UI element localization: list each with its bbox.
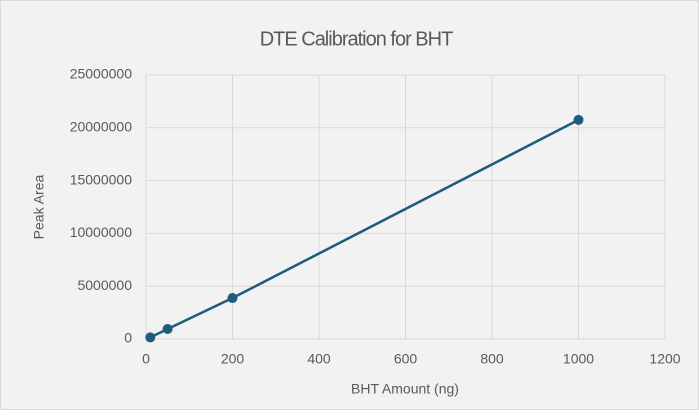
x-tick-label: 800 [480, 351, 504, 367]
y-tick-label: 5000000 [77, 277, 132, 293]
chart-title: DTE Calibration for BHT [260, 28, 453, 50]
data-point [573, 114, 584, 125]
x-axis-label: BHT Amount (ng) [351, 381, 459, 397]
y-tick-label: 10000000 [70, 224, 133, 240]
y-tick-label: 25000000 [70, 66, 133, 82]
data-point [145, 332, 156, 343]
x-tick-label: 1200 [649, 351, 680, 367]
y-tick-label: 20000000 [70, 119, 133, 135]
x-tick-label: 0 [142, 351, 150, 367]
x-tick-label: 600 [394, 351, 418, 367]
data-point [162, 323, 173, 334]
y-tick-label: 15000000 [70, 171, 133, 187]
y-tick-label: 0 [124, 330, 132, 346]
data-line [149, 118, 580, 339]
x-tick-label: 1000 [563, 351, 594, 367]
y-axis-label: Peak Area [31, 174, 47, 239]
x-tick-label: 200 [221, 351, 245, 367]
data-point [227, 293, 238, 304]
x-tick-label: 400 [307, 351, 331, 367]
